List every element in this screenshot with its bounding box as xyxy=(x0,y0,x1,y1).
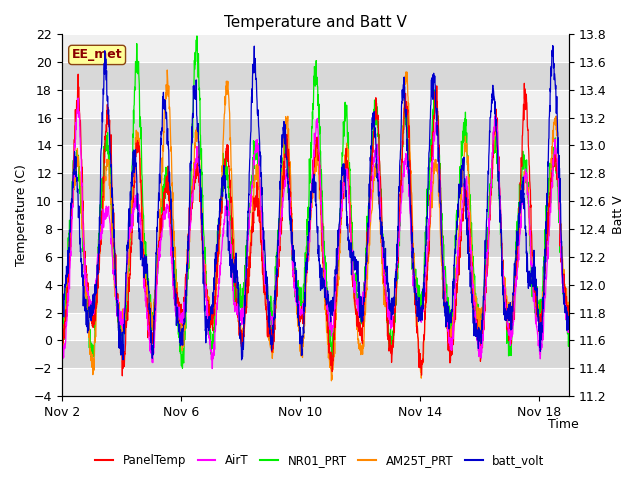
Legend: PanelTemp, AirT, NR01_PRT, AM25T_PRT, batt_volt: PanelTemp, AirT, NR01_PRT, AM25T_PRT, ba… xyxy=(91,449,549,472)
Bar xyxy=(61,201,569,229)
Bar xyxy=(61,312,569,340)
Bar xyxy=(61,368,569,396)
X-axis label: Time: Time xyxy=(548,418,579,431)
Y-axis label: Temperature (C): Temperature (C) xyxy=(15,164,28,266)
Bar xyxy=(61,257,569,285)
Bar xyxy=(61,34,569,62)
Bar xyxy=(61,90,569,118)
Bar xyxy=(61,145,569,173)
Text: EE_met: EE_met xyxy=(72,48,122,61)
Title: Temperature and Batt V: Temperature and Batt V xyxy=(224,15,407,30)
Y-axis label: Batt V: Batt V xyxy=(612,196,625,234)
